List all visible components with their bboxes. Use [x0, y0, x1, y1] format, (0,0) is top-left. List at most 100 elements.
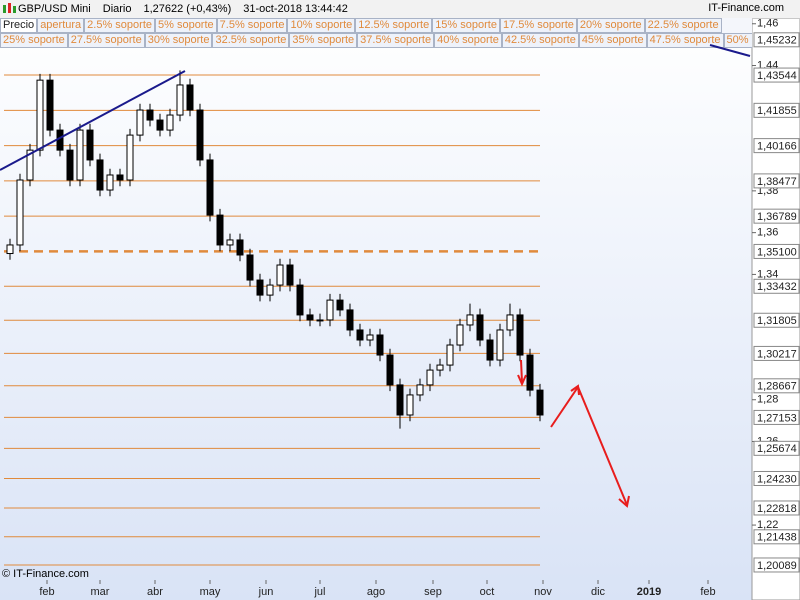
- indicator-button[interactable]: 27.5% soporte: [67, 33, 145, 48]
- candle-body: [476, 314, 484, 341]
- indicator-button[interactable]: 10% soporte: [287, 18, 356, 33]
- indicator-button[interactable]: 7.5% soporte: [216, 18, 288, 33]
- candle-body: [246, 254, 254, 281]
- x-tick-label: jul: [313, 586, 325, 598]
- x-tick-label: may: [200, 586, 221, 598]
- indicator-button[interactable]: 20% soporte: [576, 18, 645, 33]
- level-label: 1,25674: [757, 443, 797, 455]
- indicator-button[interactable]: 40% soporte: [434, 33, 502, 48]
- level-box: [753, 32, 800, 48]
- indicator-button[interactable]: 50% s: [723, 33, 752, 48]
- level-box: [753, 208, 800, 224]
- candle-body: [136, 109, 144, 136]
- indicator-button[interactable]: 15% soporte: [432, 18, 500, 33]
- level-label: 1,43544: [757, 70, 797, 82]
- level-box: [753, 173, 800, 189]
- candle-body: [176, 84, 184, 116]
- level-box: [753, 440, 800, 456]
- candle-body: [406, 394, 414, 416]
- y-tick-label: 1,28: [757, 394, 778, 406]
- candle-body: [466, 314, 474, 326]
- level-box: [753, 345, 800, 361]
- candle-body: [536, 389, 544, 416]
- candle-body: [16, 179, 24, 246]
- candle-body: [426, 369, 434, 386]
- level-label: 1,36789: [757, 211, 797, 223]
- x-tick-label: sep: [424, 586, 442, 598]
- candle-body: [166, 114, 174, 131]
- candle-body: [266, 284, 274, 296]
- y-tick-label: 1,34: [757, 268, 778, 280]
- indicator-button[interactable]: 32.5% soporte: [212, 33, 290, 48]
- level-label: 1,22818: [757, 503, 797, 515]
- indicator-button[interactable]: apertura: [37, 18, 85, 33]
- indicator-bar: 25% soporte 27.5% soporte 30% soporte 32.5%…: [0, 33, 752, 48]
- x-tick-label: 2019: [637, 586, 661, 598]
- candle-body: [376, 334, 384, 356]
- level-box: [753, 67, 800, 83]
- y-tick-label: 1,22: [757, 519, 778, 531]
- indicator-button[interactable]: 2.5% soporte: [84, 18, 155, 33]
- indicator-button[interactable]: 25% soporte: [0, 33, 68, 48]
- candle-body: [326, 299, 334, 321]
- level-label: 1,35100: [757, 246, 797, 258]
- candle-body: [446, 344, 454, 366]
- overlay: [709, 44, 751, 57]
- indicator-button[interactable]: 5% soporte: [155, 18, 217, 33]
- indicator-button[interactable]: Precio: [0, 18, 38, 33]
- candle-body: [316, 319, 324, 322]
- candle-body: [76, 129, 84, 181]
- y-tick-label: 1,46: [757, 18, 778, 30]
- indicator-button[interactable]: 30% soporte: [144, 33, 213, 48]
- footer: © IT-Finance.com: [2, 568, 89, 580]
- x-tick-label: abr: [147, 586, 163, 598]
- plot-background: [0, 18, 752, 600]
- candle-body: [86, 129, 94, 161]
- level-label: 1,20089: [757, 560, 797, 572]
- candle-body: [106, 174, 114, 191]
- period: Diario: [102, 3, 132, 15]
- icon: [3, 3, 16, 13]
- candle-body: [146, 109, 154, 121]
- candle-body: [526, 354, 534, 391]
- candle-body: [46, 79, 54, 131]
- candle-body: [216, 214, 224, 246]
- indicator-button[interactable]: 45% soporte: [578, 33, 647, 48]
- candle-body: [236, 239, 244, 256]
- candle-body: [306, 314, 314, 321]
- level-label: 1,30217: [757, 348, 797, 360]
- candle-body: [396, 384, 404, 416]
- candle-body: [276, 264, 284, 286]
- candle-body: [196, 109, 204, 161]
- candle-body: [286, 264, 294, 286]
- candle-body: [436, 364, 444, 371]
- level-label: 1,27153: [757, 412, 797, 424]
- candle-body: [126, 134, 134, 181]
- candle-body: [486, 339, 494, 361]
- arrow: [520, 359, 523, 383]
- indicator-button[interactable]: 22.5% soporte: [644, 18, 722, 33]
- level-box: [753, 138, 800, 154]
- indicator-button[interactable]: 17.5% soporte: [499, 18, 577, 33]
- indicator-button[interactable]: 37.5% soporte: [357, 33, 435, 48]
- candle-body: [336, 299, 344, 311]
- indicator-button[interactable]: 12.5% soporte: [355, 18, 433, 33]
- level-box: [753, 500, 800, 516]
- level-label: 1,45232: [757, 35, 797, 47]
- level-box: [753, 529, 800, 545]
- level-label: 1,40166: [757, 141, 797, 153]
- level-label: 1,41855: [757, 105, 797, 117]
- brand: IT-Finance.com: [708, 2, 784, 14]
- candle-body: [296, 284, 304, 316]
- level-label: 1,21438: [757, 532, 797, 544]
- level-box: [753, 470, 800, 486]
- indicator-button[interactable]: 42.5% soporte: [501, 33, 579, 48]
- x-tick-label: dic: [591, 586, 606, 598]
- indicator-button[interactable]: 47.5% soporte: [646, 33, 724, 48]
- level-label: 1,33432: [757, 281, 797, 293]
- candle-body: [366, 334, 374, 341]
- candle-body: [416, 384, 424, 396]
- candle-body: [116, 174, 124, 181]
- indicator-button[interactable]: 35% soporte: [289, 33, 358, 48]
